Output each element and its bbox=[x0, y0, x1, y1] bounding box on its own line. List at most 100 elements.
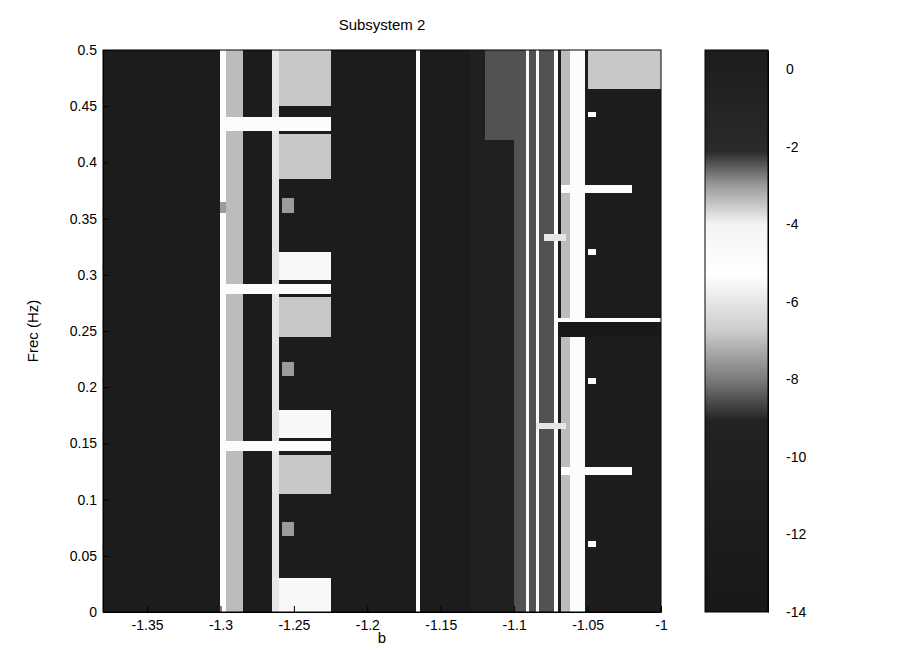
tick-mark bbox=[103, 556, 109, 557]
tick-mark bbox=[367, 606, 368, 612]
heatmap-cell bbox=[220, 202, 226, 213]
tick: -6 bbox=[768, 294, 799, 310]
x-axis-title: b bbox=[378, 629, 386, 646]
tick-label: 0.5 bbox=[78, 42, 98, 58]
tick-label: -6 bbox=[786, 294, 799, 310]
tick-label: 0.35 bbox=[70, 211, 97, 227]
tick-label: -2 bbox=[786, 139, 799, 155]
tick-label: 0.4 bbox=[78, 154, 98, 170]
heatmap-cell bbox=[416, 50, 420, 612]
tick-label: 0.05 bbox=[70, 548, 97, 564]
tick-label: 0.1 bbox=[78, 492, 98, 508]
tick-label: -1.2 bbox=[356, 617, 380, 633]
heatmap-cell bbox=[272, 50, 279, 612]
tick-mark bbox=[103, 219, 109, 220]
tick-label: 0.15 bbox=[70, 435, 97, 451]
tick-mark bbox=[588, 606, 589, 612]
colorbar-axis: 0 -2 -4 -6 -8 -10 -12 -14 bbox=[768, 51, 806, 620]
heatmap-cell bbox=[282, 522, 294, 535]
tick: -10 bbox=[768, 449, 806, 465]
heatmap-cell bbox=[588, 541, 597, 547]
tick-mark bbox=[103, 331, 109, 332]
tick-mark bbox=[294, 606, 295, 612]
tick-label: -1.35 bbox=[132, 617, 164, 633]
tick: -14 bbox=[768, 604, 806, 620]
heatmap-cell bbox=[272, 134, 331, 179]
heatmap-cell bbox=[103, 50, 661, 612]
tick-mark bbox=[661, 606, 662, 612]
tick-label: -12 bbox=[786, 526, 806, 542]
tick-mark bbox=[103, 275, 109, 276]
heatmap-cell bbox=[514, 50, 555, 612]
tick: -12 bbox=[768, 526, 806, 542]
tick-label: -1.25 bbox=[278, 617, 310, 633]
tick-mark bbox=[103, 387, 109, 388]
heatmap-cell bbox=[561, 467, 631, 475]
tick: -2 bbox=[768, 139, 799, 155]
heatmap-cell bbox=[536, 50, 539, 612]
heatmap-cell bbox=[588, 112, 597, 118]
heatmap-cell bbox=[272, 297, 331, 336]
tick-label: 0.2 bbox=[78, 379, 98, 395]
tick-label: 0 bbox=[786, 61, 794, 77]
tick-label: -4 bbox=[786, 216, 799, 232]
heatmap-cell bbox=[226, 50, 242, 612]
tick-label: 0.25 bbox=[70, 323, 97, 339]
tick: -1.2 bbox=[356, 606, 380, 633]
heatmap-cell bbox=[588, 249, 597, 255]
tick-mark bbox=[103, 106, 109, 107]
tick: -1.1 bbox=[503, 606, 527, 633]
heatmap-cell bbox=[561, 185, 631, 193]
tick: -4 bbox=[768, 216, 799, 232]
heatmap-cell bbox=[220, 284, 330, 294]
tick: 0 bbox=[89, 604, 109, 620]
tick-label: 0 bbox=[89, 604, 97, 620]
heatmap-cell bbox=[220, 50, 226, 612]
tick-mark bbox=[441, 606, 442, 612]
tick: -1.25 bbox=[278, 606, 310, 633]
tick-label: 0.45 bbox=[70, 98, 97, 114]
tick-mark bbox=[103, 500, 109, 501]
heatmap-cell bbox=[554, 50, 558, 612]
heatmap-cell bbox=[526, 50, 529, 612]
heatmap-cell bbox=[272, 410, 331, 438]
heatmap-cell bbox=[558, 318, 661, 322]
tick: 0.2 bbox=[78, 379, 109, 395]
tick-label: -1.15 bbox=[425, 617, 457, 633]
chart: -1.35-1.3-1.25-1.2-1.15-1.1-1.05-100.050… bbox=[0, 0, 922, 651]
heatmap-cell bbox=[272, 578, 331, 612]
y-axis: 0 0.05 0.1 0.15 0.2 0.25 0.3 0.35 0.4 0.45 0.5 bbox=[70, 42, 109, 620]
tick: 0.3 bbox=[78, 267, 109, 283]
tick-label: -1.05 bbox=[572, 617, 604, 633]
colorbar bbox=[705, 50, 768, 612]
tick-mark bbox=[147, 606, 148, 612]
tick: -1 bbox=[655, 606, 668, 633]
heatmap-cell bbox=[470, 50, 514, 612]
heatmap-cell bbox=[485, 50, 514, 140]
tick: 0.35 bbox=[70, 211, 109, 227]
title: Subsystem 2 bbox=[339, 16, 426, 33]
plot-frame bbox=[103, 50, 661, 612]
tick-mark bbox=[103, 612, 109, 613]
tick: 0.25 bbox=[70, 323, 109, 339]
tick-label: -1.3 bbox=[209, 617, 233, 633]
heatmap-cell bbox=[536, 423, 565, 429]
heatmap-cell bbox=[272, 50, 331, 106]
tick: 0.45 bbox=[70, 98, 109, 114]
tick-label: -14 bbox=[786, 604, 806, 620]
tick-label: -10 bbox=[786, 449, 806, 465]
heatmap-cell bbox=[272, 252, 331, 280]
tick: -1.05 bbox=[572, 606, 604, 633]
heatmap-cell bbox=[272, 455, 331, 494]
tick: 0.4 bbox=[78, 154, 109, 170]
cells bbox=[103, 50, 661, 612]
heatmap-cell bbox=[588, 378, 597, 384]
tick-label: -8 bbox=[786, 371, 799, 387]
tick-mark bbox=[103, 162, 109, 163]
tick: 0.15 bbox=[70, 435, 109, 451]
axis-line bbox=[104, 612, 662, 613]
tick: -1.15 bbox=[425, 606, 457, 633]
tick-mark bbox=[103, 443, 109, 444]
tick: 0 bbox=[768, 61, 794, 77]
tick-label: -1 bbox=[655, 617, 668, 633]
